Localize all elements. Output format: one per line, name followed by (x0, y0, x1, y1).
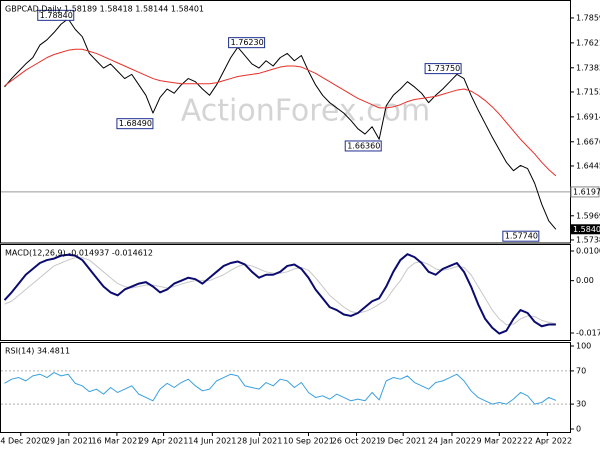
x-tick-label: 14 Dec 2020 (0, 437, 46, 446)
y-tick-label: 1.69140 (576, 112, 600, 121)
y-tick-label: 1.78590 (576, 13, 600, 22)
annotation-box (502, 230, 540, 242)
level-label: 1.61970 (573, 187, 600, 196)
x-tick-label: 26 Oct 2021 (332, 437, 381, 446)
x-tick-label: 16 Mar 2021 (92, 437, 143, 446)
y-tick-label: 30 (576, 400, 586, 409)
annotation-box (344, 140, 382, 152)
y-tick-label: 0.010076 (576, 247, 600, 256)
level-label-box (570, 186, 600, 198)
annotation-box (228, 37, 266, 49)
x-tick-label: 24 Jan 2022 (428, 437, 476, 446)
y-tick-label: 0 (576, 425, 581, 434)
y-tick-label: 1.66760 (576, 137, 600, 146)
annotation-box (37, 9, 75, 21)
annotation-label: 1.68490 (119, 119, 152, 128)
x-tick-label: 14 Jun 2021 (188, 437, 236, 446)
x-tick-label: 9 Mar 2022 (476, 437, 522, 446)
x-tick-label: 10 Sep 2021 (283, 437, 334, 446)
y-tick-label: 1.71520 (576, 87, 600, 96)
panel-title: RSI(14) 34.4811 (5, 347, 70, 356)
series-line (4, 372, 557, 405)
x-tick-label: 9 Dec 2021 (380, 437, 426, 446)
annotation-box (424, 63, 462, 75)
rsi-panel (0, 342, 571, 433)
watermark: ActionForex.com (181, 94, 430, 129)
annotation-label: 1.76230 (231, 38, 264, 47)
y-tick-label: 100 (576, 341, 591, 350)
y-tick-label: 0.00 (576, 276, 594, 285)
macd-panel (0, 244, 571, 341)
y-tick-label: 1.76210 (576, 38, 600, 47)
last-price-label: 1.58401 (573, 225, 600, 234)
x-tick-label: 29 Jan 2021 (45, 437, 93, 446)
last-price-box (571, 224, 600, 235)
y-tick-label: 1.64450 (576, 161, 600, 170)
x-tick-label: 22 Apr 2022 (523, 437, 572, 446)
x-tick-label: 29 Apr 2021 (139, 437, 188, 446)
annotation-label: 1.73750 (427, 64, 460, 73)
y-tick-label: 70 (576, 366, 586, 375)
series-line (4, 48, 557, 177)
annotation-label: 1.66360 (347, 141, 380, 150)
y-tick-label: 1.73830 (576, 63, 600, 72)
price-panel (0, 0, 571, 244)
series-line (3, 253, 556, 335)
panel-title: MACD(12,26,9) -0.014937 -0.014612 (5, 249, 153, 258)
y-tick-label: 1.59690 (576, 211, 600, 220)
y-tick-label: 1.57380 (576, 235, 600, 244)
annotation-label: 1.78840 (40, 11, 73, 20)
panel-title: GBPCAD,Daily 1.58189 1.58418 1.58144 1.5… (5, 5, 204, 14)
y-tick-label: -0.017795 (576, 328, 600, 337)
series-line (4, 18, 557, 230)
series-line (4, 257, 556, 326)
annotation-box (116, 118, 154, 130)
x-tick-label: 28 Jul 2021 (237, 437, 282, 446)
annotation-label: 1.57740 (505, 232, 538, 241)
